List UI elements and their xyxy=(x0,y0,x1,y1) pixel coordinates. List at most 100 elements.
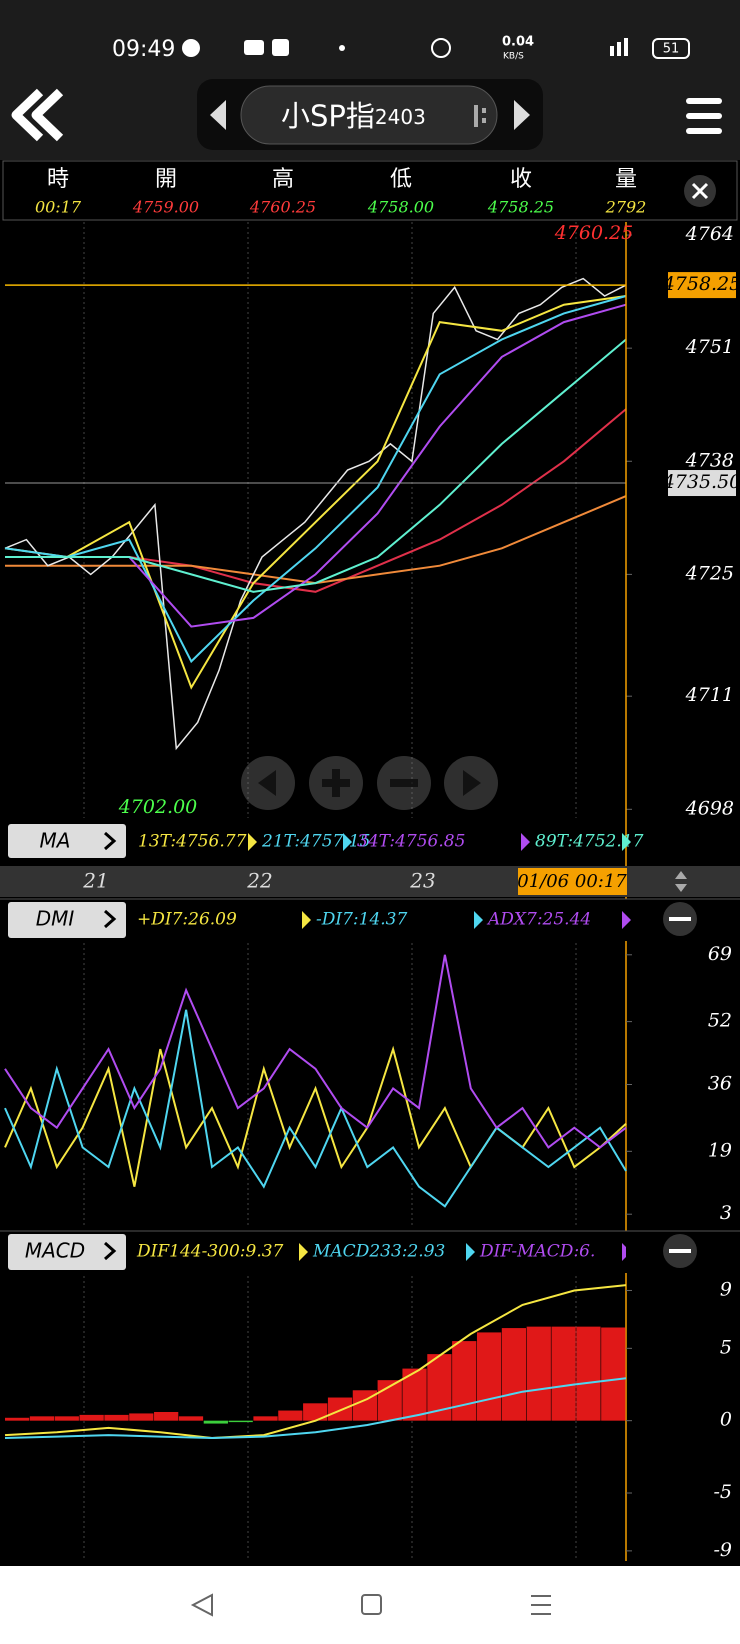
prev-symbol[interactable] xyxy=(210,100,226,130)
y-tick-label: 0 xyxy=(720,1409,732,1431)
macd-legend: DIF144-300:9.37 MACD233:2.93 DIF-MACD:6. xyxy=(136,1242,626,1262)
macd-histogram-bar xyxy=(476,1332,502,1421)
quote-label: 低 xyxy=(390,167,412,192)
price-tick-label: 4698 xyxy=(685,797,734,819)
quote-label: 高 xyxy=(272,167,294,192)
legend-label: 21T:4757.15 xyxy=(261,832,370,852)
low-label: 4702.00 xyxy=(118,796,198,818)
legend-arrow xyxy=(521,833,530,851)
legend-label: 13T:4756.77 xyxy=(138,832,247,852)
legend-label: 34T:4756.85 xyxy=(357,832,465,852)
macd-histogram-bar xyxy=(154,1411,179,1421)
high-label: 4760.25 xyxy=(554,222,634,244)
macd-histogram-bar xyxy=(551,1326,576,1421)
quote-label: 時 xyxy=(47,167,69,192)
quote-value: 00:17 xyxy=(35,198,82,217)
macd-histogram-bar xyxy=(278,1410,303,1421)
battery-level: 51 xyxy=(663,42,680,57)
symbol-contract: 2403 xyxy=(375,105,426,129)
panel-name: DMI xyxy=(36,907,75,931)
back-button[interactable] xyxy=(11,88,64,142)
cursor-price-label: 4735.50 xyxy=(662,471,740,493)
next-symbol[interactable] xyxy=(514,100,530,130)
dmi-line xyxy=(4,1009,627,1208)
y-tick-label: 52 xyxy=(708,1010,732,1032)
ma-line xyxy=(5,303,627,628)
panel-arrow xyxy=(104,909,117,929)
price-tick-label: 4738 xyxy=(685,449,734,471)
date-row xyxy=(0,866,740,897)
macd-histogram-bar xyxy=(601,1327,626,1421)
symbol-title: 小SP指2403 xyxy=(281,99,426,133)
y-tick-label: 36 xyxy=(708,1073,732,1095)
y-tick-label: 19 xyxy=(708,1139,732,1161)
net-speed: 0.04 xyxy=(502,35,534,50)
last-price-box xyxy=(668,272,736,299)
quote-row xyxy=(2,160,738,221)
symbol-pill[interactable] xyxy=(240,85,498,145)
net-unit: KB/S xyxy=(503,52,524,62)
ma-line xyxy=(4,295,627,664)
price-tick-label: 4711 xyxy=(685,684,734,706)
quote-cells: 時 00:17 開 4759.00 高 4760.25 低 4758.00 收 4758.25 量 2… xyxy=(35,167,646,217)
legend-label: +DI7:26.09 xyxy=(137,910,237,930)
macd-histogram-bar xyxy=(203,1420,228,1424)
close-icon xyxy=(691,182,709,200)
macd-histogram-bar xyxy=(452,1341,477,1421)
panel-arrow xyxy=(104,1241,117,1261)
macd-line xyxy=(4,1284,627,1440)
indicator-name: MA xyxy=(40,829,71,853)
macd-histogram-bar xyxy=(178,1416,204,1421)
quote-value: 2792 xyxy=(605,198,647,217)
macd-histogram-bar xyxy=(526,1326,551,1421)
y-tick-label: 9 xyxy=(720,1278,732,1300)
macd-histogram-bar xyxy=(327,1397,353,1421)
quote-label: 收 xyxy=(510,167,532,192)
date-label: 21 xyxy=(82,869,108,893)
indicator-button[interactable] xyxy=(8,824,126,858)
legend-arrow xyxy=(466,1243,475,1261)
macd-histogram-bar xyxy=(104,1414,129,1421)
zoom-icons xyxy=(258,769,481,797)
resize-handle[interactable] xyxy=(675,871,687,892)
cursor-date-box xyxy=(518,868,627,895)
price-tick-label: 4725 xyxy=(685,562,734,584)
legend-arrow xyxy=(343,833,352,851)
long-ma-line xyxy=(5,408,627,593)
legend-arrow xyxy=(622,911,631,929)
macd-histogram-bar xyxy=(501,1328,527,1421)
nav-back[interactable] xyxy=(190,1593,213,1617)
selector-handle xyxy=(474,105,486,127)
quote-value: 4760.25 xyxy=(249,198,316,217)
y-tick-label: -9 xyxy=(713,1539,732,1561)
macd-histogram-bar xyxy=(79,1414,104,1421)
y-tick-label: -5 xyxy=(713,1481,732,1503)
price-tick-label: 4751 xyxy=(685,336,734,358)
legend-label: MACD233:2.93 xyxy=(312,1242,445,1262)
panel-button[interactable] xyxy=(8,902,126,938)
status-time: 09:49 xyxy=(112,37,175,62)
nav-home[interactable] xyxy=(361,1594,382,1615)
legend-arrow xyxy=(474,911,483,929)
legend-label: DIF144-300:9.37 xyxy=(136,1242,284,1262)
legend-arrow xyxy=(622,833,631,851)
legend-arrow xyxy=(302,911,311,929)
quote-value: 4758.25 xyxy=(487,198,554,217)
macd-line xyxy=(4,1377,627,1440)
nav-recents[interactable] xyxy=(531,1595,551,1615)
legend-label: 89T:4752.17 xyxy=(535,832,644,852)
legend-label: ADX7:25.44 xyxy=(486,910,591,930)
y-tick-label: 69 xyxy=(708,943,732,965)
quote-label: 量 xyxy=(615,167,637,192)
panel-button[interactable] xyxy=(8,1234,126,1270)
quote-label: 開 xyxy=(155,167,177,192)
last-price-label: 4758.25 xyxy=(662,273,740,295)
macd-histogram-bar xyxy=(576,1326,601,1421)
menu-button[interactable] xyxy=(686,98,722,134)
quote-value: 4759.00 xyxy=(132,198,199,217)
dmi-panel: DMI 69 52 36 19 3 +DI7:26.09 -DI7:14.37 ADX7:25.… xyxy=(0,898,740,1226)
status-icons xyxy=(182,38,628,58)
y-tick-label: 3 xyxy=(720,1202,732,1224)
